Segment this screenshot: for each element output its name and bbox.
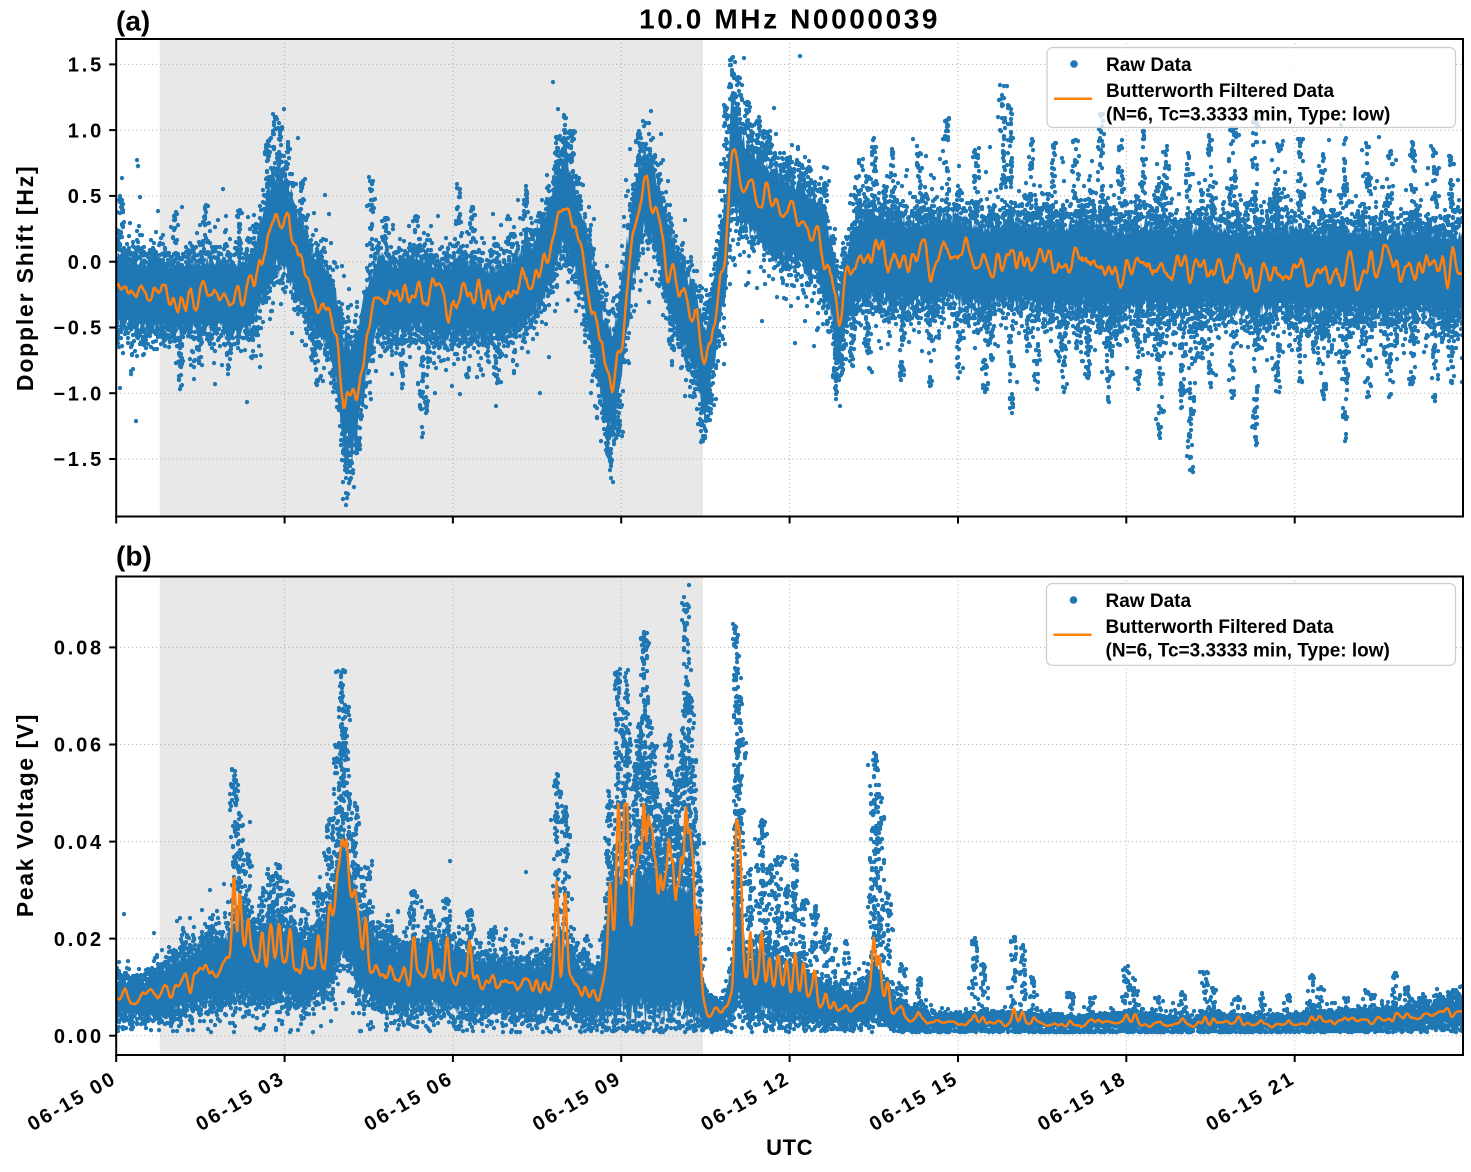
svg-text:06-15 03: 06-15 03 [192, 1067, 289, 1136]
svg-text:1.0: 1.0 [68, 120, 104, 142]
svg-text:1.5: 1.5 [68, 55, 104, 77]
svg-text:Butterworth Filtered Data: Butterworth Filtered Data [1106, 617, 1334, 638]
svg-text:Butterworth Filtered Data: Butterworth Filtered Data [1106, 81, 1334, 102]
svg-text:−1.5: −1.5 [53, 449, 104, 471]
svg-text:06-15 18: 06-15 18 [1034, 1067, 1131, 1136]
svg-text:0.04: 0.04 [54, 832, 104, 854]
svg-text:06-15 09: 06-15 09 [529, 1067, 626, 1136]
svg-text:(N=6, Tc=3.3333 min, Type: low: (N=6, Tc=3.3333 min, Type: low) [1106, 104, 1390, 125]
svg-text:06-15 12: 06-15 12 [697, 1067, 794, 1136]
svg-text:−0.5: −0.5 [53, 318, 104, 340]
svg-text:(N=6, Tc=3.3333 min, Type: low: (N=6, Tc=3.3333 min, Type: low) [1106, 640, 1390, 661]
svg-text:Raw Data: Raw Data [1106, 591, 1192, 612]
svg-text:10.0 MHz N0000039: 10.0 MHz N0000039 [639, 4, 940, 35]
svg-text:0.00: 0.00 [54, 1026, 104, 1048]
svg-text:06-15 21: 06-15 21 [1202, 1067, 1299, 1136]
svg-text:0.5: 0.5 [68, 186, 104, 208]
svg-text:Raw Data: Raw Data [1106, 55, 1192, 76]
svg-text:(b): (b) [116, 541, 152, 572]
svg-text:0.02: 0.02 [54, 929, 104, 951]
svg-text:(a): (a) [116, 6, 150, 37]
svg-text:06-15 06: 06-15 06 [361, 1067, 458, 1136]
svg-text:Doppler Shift [Hz]: Doppler Shift [Hz] [12, 164, 38, 391]
svg-text:Peak Voltage [V]: Peak Voltage [V] [12, 713, 38, 917]
svg-text:UTC: UTC [766, 1135, 813, 1160]
svg-text:−1.0: −1.0 [53, 383, 104, 405]
svg-text:0.0: 0.0 [68, 252, 104, 274]
svg-text:06-15 15: 06-15 15 [866, 1067, 963, 1136]
svg-text:06-15 00: 06-15 00 [24, 1067, 121, 1136]
svg-text:0.08: 0.08 [54, 638, 104, 660]
svg-text:0.06: 0.06 [54, 735, 104, 757]
